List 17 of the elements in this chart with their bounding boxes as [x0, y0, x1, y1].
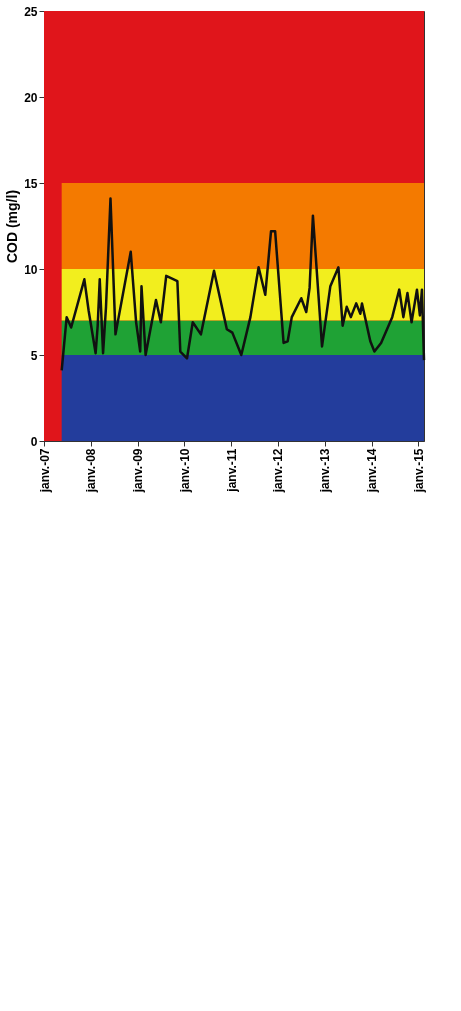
x-tick-label: janv.-13 — [318, 448, 333, 494]
x-tick-label: janv.-11 — [224, 448, 239, 493]
x-tick-label: janv.-08 — [84, 448, 99, 494]
y-tick-label: 20 — [24, 90, 38, 105]
x-tick-label: janv.-09 — [131, 448, 146, 494]
line-series — [60, 197, 426, 372]
x-tick-label: janv.-10 — [177, 448, 192, 494]
x-tick-label: janv.-07 — [37, 448, 52, 494]
x-tick-label: janv.-15 — [411, 448, 426, 494]
x-tick-label: janv.-14 — [365, 448, 380, 494]
y-tick-label: 5 — [30, 348, 38, 363]
y-tick-label: 10 — [24, 262, 38, 277]
y-axis-title: COD (mg/l) — [4, 189, 21, 264]
x-tick-label: janv.-12 — [271, 448, 286, 494]
y-tick-label: 25 — [24, 4, 38, 19]
y-tick-label: 15 — [24, 176, 38, 191]
y-tick-label: 0 — [30, 434, 38, 449]
